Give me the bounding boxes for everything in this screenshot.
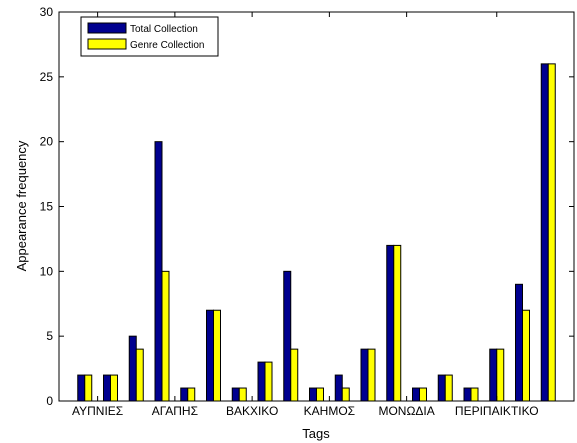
y-axis-label: Appearance frequency (14, 140, 29, 271)
bar-total-9 (283, 270, 292, 402)
y-tick-label: 10 (40, 264, 54, 278)
x-tick-label: ΑΓΑΠΗΣ (152, 404, 198, 418)
y-tick-label: 15 (40, 200, 54, 214)
bar-genre-13 (393, 244, 402, 402)
legend: Total Collection Genre Collection (80, 16, 219, 57)
bar-genre-3 (135, 348, 144, 402)
legend-label-total: Total Collection (130, 24, 198, 35)
bar-total-8 (257, 361, 266, 402)
bar-genre-8 (264, 361, 273, 402)
bar-total-15 (437, 374, 446, 402)
y-tick-label: 0 (46, 394, 53, 408)
bar-genre-7 (238, 387, 247, 402)
x-tick-label: ΒΑΚΧΙΚΟ (226, 404, 278, 418)
bar-total-1 (77, 374, 86, 402)
bar-total-13 (386, 244, 395, 402)
plot-area (59, 12, 574, 401)
bar-genre-6 (213, 309, 221, 402)
axes-group: 0 5 10 15 20 25 30 ΑΥΠΝΙΕΣ ΑΓΑΠΗΣ ΒΑΚΧΙΚΟ ΚΑΗΜΟΣ ΜΟ… (40, 5, 575, 418)
bar-total-17 (489, 348, 498, 402)
bar-genre-9 (290, 348, 299, 402)
x-axis-label: Tags (302, 426, 330, 441)
bar-total-3 (128, 335, 137, 402)
x-tick-label: ΜΟΝΩΔΙΑ (378, 404, 434, 418)
bar-genre-10 (316, 387, 324, 402)
y-tick-label: 25 (40, 70, 54, 84)
bar-genre-11 (341, 387, 350, 402)
bar-total-6 (206, 309, 214, 402)
y-tick-label: 30 (40, 5, 54, 19)
bar-genre-2 (110, 374, 118, 402)
bar-genre-14 (419, 387, 427, 402)
bar-genre-15 (444, 374, 453, 402)
bar-total-4 (154, 141, 163, 402)
legend-swatch-genre (87, 38, 127, 50)
x-tick-label: ΑΥΠΝΙΕΣ (72, 404, 123, 418)
bar-total-14 (412, 387, 420, 402)
bar-genre-19 (547, 63, 556, 402)
bar-total-16 (463, 387, 472, 402)
bar-genre-12 (367, 348, 376, 402)
bar-genre-17 (496, 348, 505, 402)
x-tick-label: ΠΕΡΙΠΑΙΚΤΙΚΟ (455, 404, 539, 418)
bar-total-11 (334, 374, 343, 402)
bar-total-18 (515, 283, 523, 402)
bar-genre-16 (470, 387, 479, 402)
bar-genre-1 (84, 374, 93, 402)
legend-swatch-total (87, 22, 127, 34)
bar-genre-5 (187, 387, 196, 402)
legend-label-genre: Genre Collection (130, 40, 204, 51)
bar-total-19 (540, 63, 549, 402)
y-tick-label: 5 (46, 329, 53, 343)
bar-total-7 (231, 387, 240, 402)
bar-total-2 (103, 374, 111, 402)
bar-total-12 (360, 348, 369, 402)
y-tick-label: 20 (40, 135, 54, 149)
bar-genre-18 (522, 309, 530, 402)
x-tick-label: ΚΑΗΜΟΣ (304, 404, 355, 418)
bar-genre-4 (161, 270, 170, 402)
bar-total-10 (309, 387, 317, 402)
bar-total-5 (180, 387, 189, 402)
